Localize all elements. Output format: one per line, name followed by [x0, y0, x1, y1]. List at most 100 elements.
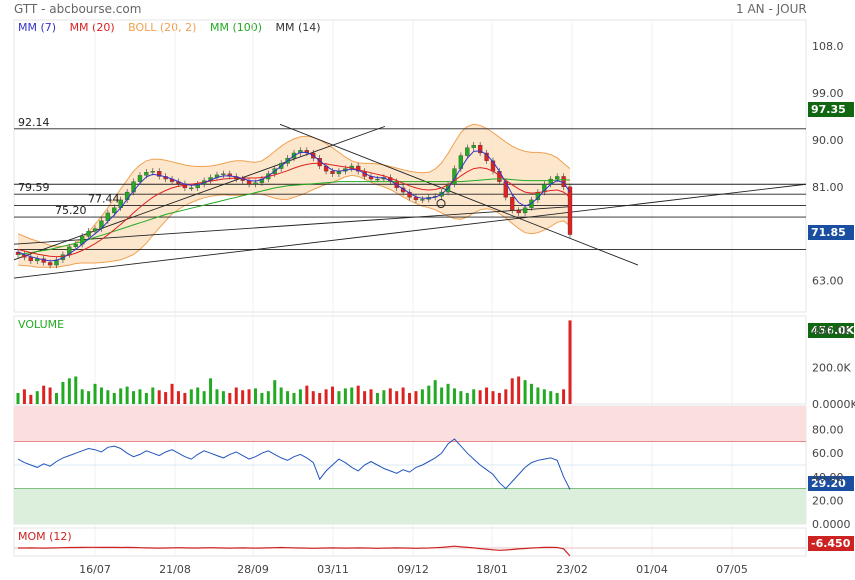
volume-panel-label: VOLUME — [18, 318, 65, 331]
candle-body — [227, 173, 232, 177]
candle-body — [246, 180, 252, 185]
volume-bar — [350, 387, 354, 404]
volume-bar — [99, 387, 103, 404]
candle-body — [291, 152, 297, 159]
mm20-line — [17, 162, 571, 258]
candle-body — [259, 178, 265, 183]
volume-bar — [549, 391, 553, 404]
candle-body — [336, 171, 342, 174]
mm7-line — [17, 150, 571, 262]
candle-body — [201, 180, 207, 185]
volume-bar — [80, 389, 84, 404]
volume-bar — [568, 320, 572, 404]
candle-body — [266, 173, 271, 180]
volume-bar — [446, 383, 450, 404]
rsi-line — [17, 438, 571, 490]
date-tick-label: 03/11 — [317, 563, 349, 576]
rsi-tick-label: 80.00 — [812, 424, 844, 437]
candle-body — [54, 259, 59, 266]
volume-bar — [504, 389, 508, 404]
candle-body — [285, 158, 290, 164]
volume-bar — [164, 392, 168, 404]
volume-bar — [112, 393, 116, 404]
volume-bar — [35, 391, 39, 404]
candle-body — [548, 178, 553, 185]
volume-bar — [562, 389, 566, 404]
candle-body — [15, 251, 21, 255]
volume-bar — [369, 389, 373, 404]
volume-bar — [125, 386, 129, 404]
volume-bar — [318, 393, 322, 404]
volume-bar — [157, 390, 161, 404]
volume-bar — [529, 383, 533, 404]
date-tick-label: 28/09 — [237, 563, 269, 576]
volume-bar — [401, 387, 405, 404]
volume-bar — [170, 383, 174, 404]
volume-bar — [228, 393, 232, 404]
candle-body — [426, 197, 431, 200]
price-tick-label: 108.0 — [812, 40, 844, 53]
candle-body — [458, 155, 464, 169]
rsi-badge: 29.20 — [808, 476, 854, 491]
candle-body — [477, 144, 483, 154]
volume-bar — [221, 391, 225, 404]
volume-bar — [343, 388, 347, 404]
candle-body — [253, 182, 258, 185]
candle-body — [484, 152, 489, 161]
price-tick-label: 90.00 — [812, 134, 844, 147]
volume-bar — [93, 383, 97, 404]
last-price-badge: 97.35 — [808, 102, 854, 117]
volume-bar — [61, 382, 65, 404]
date-tick-label: 21/08 — [159, 563, 191, 576]
chart-source-title: GTT - abcbourse.com — [14, 2, 142, 16]
volume-bar — [16, 393, 20, 404]
volume-bar — [247, 389, 251, 404]
volume-bar — [478, 390, 482, 404]
rsi-overbought-zone — [14, 406, 806, 442]
candle-body — [394, 181, 399, 189]
candle-body — [522, 207, 528, 214]
panel-frame — [13, 527, 807, 557]
candle-body — [567, 186, 573, 235]
candle-body — [99, 220, 104, 229]
candle-body — [330, 171, 335, 174]
rsi-tick-label: 0.0000 — [812, 518, 851, 531]
volume-bar — [536, 387, 540, 404]
volume-bar — [523, 380, 527, 404]
volume-bar — [196, 387, 200, 404]
volume-bar — [331, 386, 335, 404]
volume-bar — [542, 389, 546, 404]
candle-body — [80, 236, 85, 245]
volume-bar — [388, 388, 392, 404]
price-legend: MM (7) MM (20) BOLL (20, 2) MM (100) MM … — [18, 21, 331, 34]
date-tick-label: 16/07 — [79, 563, 111, 576]
volume-bar — [472, 389, 476, 404]
trend-line — [279, 123, 639, 266]
volume-bar — [337, 391, 341, 404]
volume-bar — [132, 391, 136, 404]
date-tick-label: 23/02 — [556, 563, 588, 576]
volume-bar — [286, 391, 290, 404]
candle-body — [124, 191, 130, 201]
candle-body — [214, 174, 220, 178]
volume-bar — [42, 385, 46, 404]
candle-body — [272, 168, 277, 174]
level-annotation: 92.14 — [18, 116, 50, 129]
candle-body — [131, 181, 136, 193]
panel-frame — [13, 19, 807, 313]
candle-body — [349, 165, 354, 169]
volume-bar — [497, 393, 501, 404]
candle-body — [433, 196, 438, 198]
candle-body — [323, 165, 329, 172]
volume-bar — [382, 390, 386, 404]
candle-body — [510, 197, 515, 211]
panel-frame — [13, 315, 807, 405]
price-tick-label: 99.00 — [812, 87, 844, 100]
candle-body — [381, 177, 387, 180]
candle-body — [388, 177, 393, 182]
trend-line — [13, 206, 571, 245]
legend-boll: BOLL (20, 2) — [128, 21, 197, 34]
candle-body — [471, 144, 476, 148]
volume-bar — [298, 389, 302, 404]
rsi-oversold-zone — [14, 488, 806, 524]
